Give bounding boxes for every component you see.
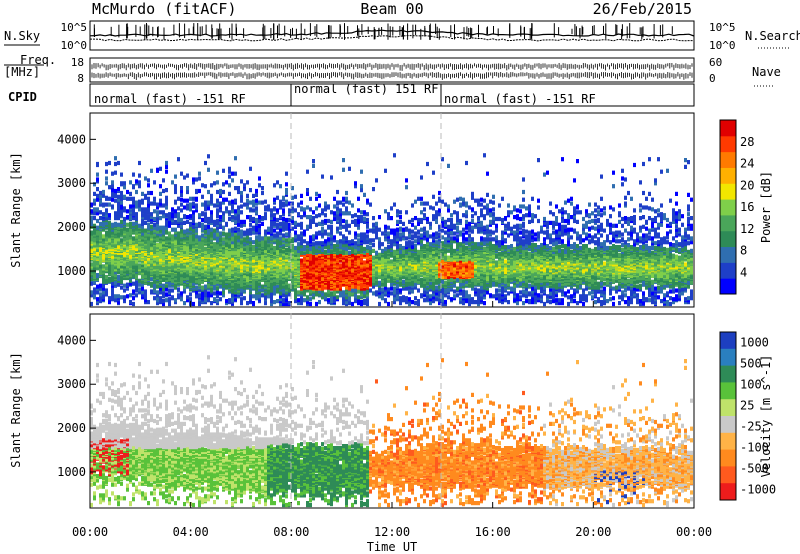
noise-search-trace — [90, 35, 694, 42]
vel-y-tick-4000: 4000 — [57, 333, 86, 347]
power-cbar-tick-12: 12 — [740, 222, 754, 236]
power-cbar-tick-28: 28 — [740, 135, 754, 149]
power-cbar-tick-4: 4 — [740, 265, 747, 279]
velocity-y-axis-label: Slant Range [km] — [9, 352, 23, 468]
vel-cbar-tick-25: 25 — [740, 399, 754, 413]
power-y-ticks: 1000 2000 3000 4000 — [57, 132, 96, 278]
power-cbar-tick-20: 20 — [740, 178, 754, 192]
velocity-colorbar-swatch — [720, 416, 736, 434]
velocity-heatmap-cells — [90, 355, 693, 508]
freq-tick-top: 18 — [71, 56, 84, 69]
power-y-tick-4000: 4000 — [57, 132, 86, 146]
power-colorbar-label: Power [dB] — [759, 171, 773, 243]
noise-spikes — [93, 23, 673, 40]
vel-cbar-tick-neg100: -100 — [740, 441, 769, 455]
x-tick-0800: 08:00 — [273, 525, 309, 539]
x-tick-0000: 00:00 — [72, 525, 108, 539]
power-colorbar-swatch — [720, 262, 736, 279]
velocity-colorbar-label: Velocity [m s^-1] — [759, 355, 773, 478]
cpid-segment-3: normal (fast) -151 RF — [444, 92, 596, 106]
noise-strip: N.Sky 10^5 10^0 10^5 10^0 N.Search — [4, 20, 800, 52]
power-y-tick-2000: 2000 — [57, 220, 86, 234]
power-colorbar-swatch — [720, 214, 736, 232]
x-tick-0400: 04:00 — [173, 525, 209, 539]
power-cbar-tick-16: 16 — [740, 200, 754, 214]
cpid-segment-1: normal (fast) -151 RF — [94, 92, 246, 106]
power-cbar-tick-8: 8 — [740, 244, 747, 258]
velocity-colorbar-swatch — [720, 449, 736, 467]
power-colorbar-swatch — [720, 183, 736, 200]
vel-cbar-tick-neg500: -500 — [740, 462, 769, 476]
freq-marks — [89, 63, 693, 80]
velocity-colorbar-swatch — [720, 365, 736, 383]
velocity-colorbar-swatch — [720, 432, 736, 451]
vel-y-tick-2000: 2000 — [57, 421, 86, 435]
nsearch-label: N.Search — [745, 29, 800, 43]
freq-label: Freq. — [20, 53, 56, 67]
nsearch-tick-bottom: 10^0 — [709, 39, 736, 52]
nave-tick-bottom: 0 — [709, 72, 716, 85]
freq-strip: Freq. [MHz] 18 8 60 0 Nave — [4, 53, 781, 87]
nsky-tick-bottom: 10^0 — [61, 39, 88, 52]
vel-y-tick-3000: 3000 — [57, 377, 86, 391]
velocity-colorbar-swatch — [720, 483, 736, 501]
nsearch-tick-top: 10^5 — [709, 21, 736, 34]
velocity-colorbar-swatch — [720, 466, 736, 484]
nsky-label: N.Sky — [4, 29, 40, 43]
power-heatmap-cells — [90, 153, 693, 307]
power-colorbar-swatch — [720, 120, 736, 137]
power-colorbar-swatch — [720, 135, 736, 153]
x-tick-2400: 00:00 — [676, 525, 712, 539]
power-colorbar-swatch — [720, 151, 736, 168]
x-axis-label: Time UT — [367, 540, 418, 554]
cpid-segment-2: normal (fast) 151 RF — [294, 82, 439, 96]
vel-cbar-tick-100: 100 — [740, 378, 762, 392]
power-panel: 1000 2000 3000 4000 Slant Range [km] 4 8… — [9, 112, 773, 308]
noise-sky-trace — [89, 29, 695, 37]
freq-unit-label: [MHz] — [4, 65, 40, 79]
velocity-colorbar-swatch — [720, 348, 736, 367]
cpid-change-markers — [290, 113, 442, 508]
vel-cbar-tick-500: 500 — [740, 357, 762, 371]
power-colorbar — [720, 120, 736, 295]
power-colorbar-swatch — [720, 246, 736, 263]
x-tick-1600: 16:00 — [475, 525, 511, 539]
date-title: 26/Feb/2015 — [593, 0, 692, 18]
power-colorbar-ticks: 4 8 12 16 20 24 28 — [740, 135, 754, 280]
power-colorbar-swatch — [720, 278, 736, 295]
time-axis-ticks: 00:00 04:00 08:00 12:00 16:00 20:00 00:0… — [72, 301, 712, 539]
beam-title: Beam 00 — [360, 0, 423, 18]
velocity-panel: 1000 2000 3000 4000 Slant Range [km] 00:… — [9, 301, 776, 554]
velocity-colorbar-swatch — [720, 399, 736, 417]
cpid-label: CPID — [8, 90, 37, 104]
x-tick-2000: 20:00 — [575, 525, 611, 539]
power-colorbar-swatch — [720, 199, 736, 216]
vel-cbar-tick-neg25: -25 — [740, 420, 762, 434]
power-colorbar-swatch — [720, 167, 736, 184]
station-title: McMurdo (fitACF) — [92, 0, 237, 18]
nsky-tick-top: 10^5 — [61, 21, 88, 34]
velocity-colorbar — [720, 332, 736, 501]
nave-tick-top: 60 — [709, 56, 722, 69]
power-cbar-tick-24: 24 — [740, 157, 754, 171]
vel-cbar-tick-neg1000: -1000 — [740, 483, 776, 497]
velocity-y-ticks: 1000 2000 3000 4000 — [57, 333, 96, 479]
power-colorbar-swatch — [720, 230, 736, 248]
velocity-colorbar-ticks: 1000 500 100 25 -25 -100 -500 -1000 — [740, 336, 776, 497]
vel-cbar-tick-1000: 1000 — [740, 336, 769, 350]
velocity-colorbar-swatch — [720, 382, 736, 400]
nave-label: Nave — [752, 65, 781, 79]
power-y-tick-3000: 3000 — [57, 176, 86, 190]
x-tick-1200: 12:00 — [374, 525, 410, 539]
velocity-colorbar-swatch — [720, 332, 736, 350]
cpid-strip: CPID normal (fast) -151 RF normal (fast)… — [8, 82, 695, 107]
freq-tick-bottom: 8 — [77, 72, 84, 85]
power-y-axis-label: Slant Range [km] — [9, 152, 23, 268]
power-y-tick-1000: 1000 — [57, 264, 86, 278]
vel-y-tick-1000: 1000 — [57, 465, 86, 479]
